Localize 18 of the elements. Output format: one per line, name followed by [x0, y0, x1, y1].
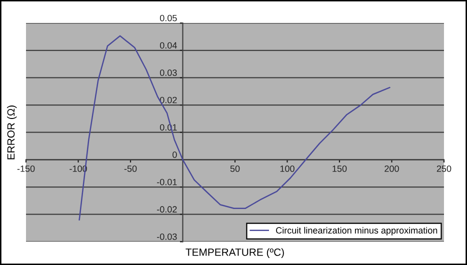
y-tick-label: -0.03	[157, 234, 177, 240]
y-tick-label: 0.04	[160, 42, 177, 49]
y-tick-label: 0.02	[160, 96, 177, 104]
legend-label: Circuit linearization minus approximation	[276, 226, 438, 236]
x-tick-label: 50	[230, 165, 240, 172]
y-tick-label: -0.02	[157, 206, 177, 213]
x-tick-label: 150	[332, 165, 347, 172]
x-tick-label: -150	[17, 165, 35, 172]
x-axis-title: TEMPERATURE (ºC)	[186, 248, 284, 258]
x-tick-label: 250	[436, 165, 452, 172]
x-tick-label: -50	[124, 165, 137, 172]
y-tick-label: 0	[172, 152, 177, 158]
y-tick-label: -0.01	[157, 178, 177, 186]
y-tick-label: 0.03	[160, 70, 177, 76]
x-tick-label: 100	[280, 165, 294, 172]
y-axis-title: ERROR (Ω)	[7, 106, 17, 160]
y-tick-label: 0.05	[160, 14, 177, 22]
x-tick-label: 200	[384, 165, 399, 172]
